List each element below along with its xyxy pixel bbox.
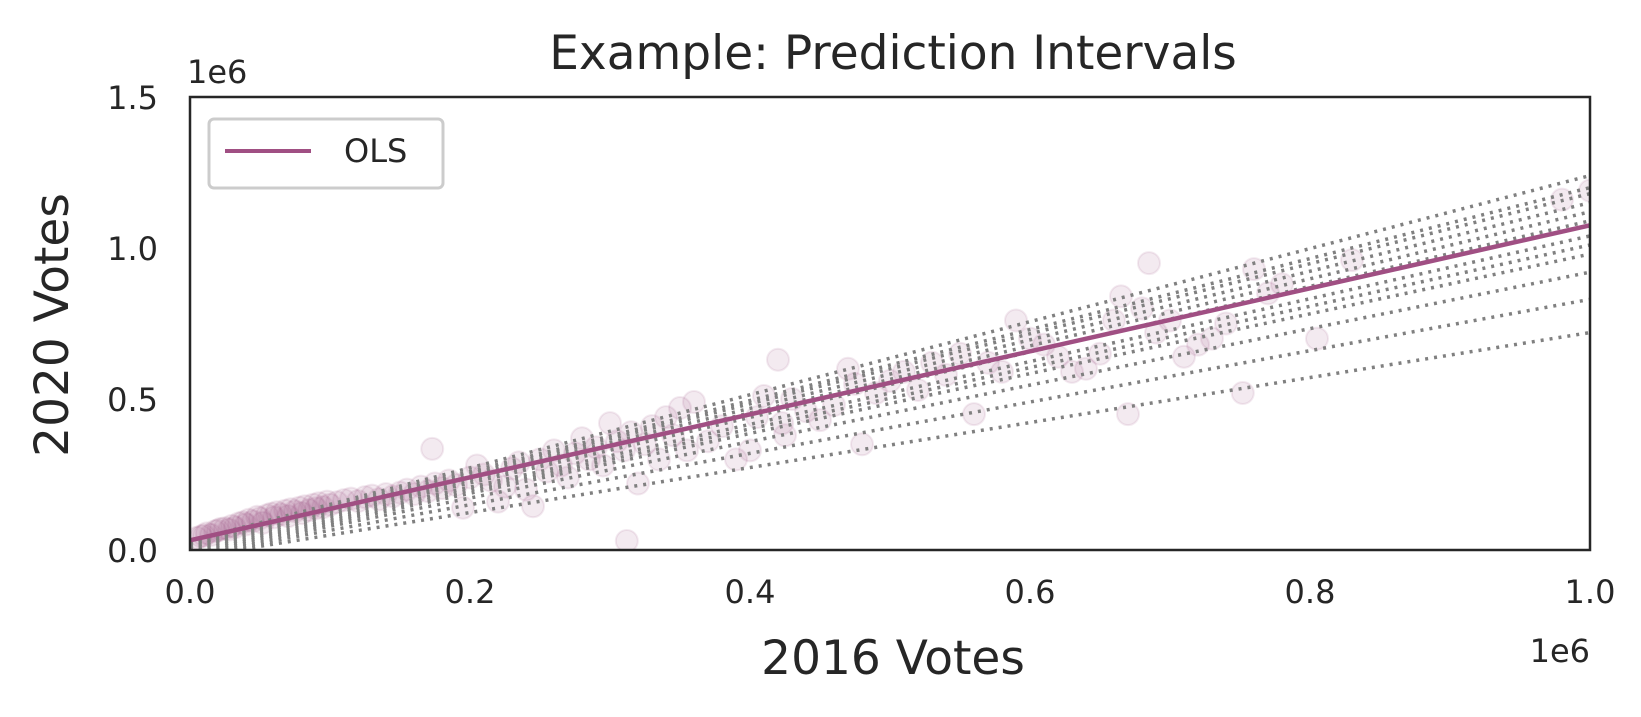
x-tick-label: 0.8 bbox=[1285, 573, 1336, 611]
ols-line bbox=[190, 223, 1590, 543]
x-tick-label: 0.2 bbox=[445, 573, 496, 611]
scatter-point bbox=[614, 528, 639, 550]
scatter-point bbox=[1102, 308, 1126, 333]
y-axis-label: 2020 Votes bbox=[25, 193, 80, 457]
y-tick-label: 1.5 bbox=[107, 79, 158, 117]
scatter-point bbox=[1137, 251, 1161, 276]
scatter-point bbox=[906, 377, 930, 402]
scatter-point bbox=[1186, 332, 1210, 357]
prediction-interval-line bbox=[190, 243, 1590, 550]
plot-frame bbox=[188, 95, 1592, 552]
prediction-interval-line bbox=[213, 297, 1590, 550]
scatter-point bbox=[1088, 341, 1112, 366]
scatter-point bbox=[626, 471, 650, 496]
scatter-point bbox=[521, 494, 545, 519]
x-tick-label: 0.4 bbox=[725, 573, 776, 611]
legend-frame bbox=[207, 117, 445, 190]
prediction-interval-line bbox=[195, 252, 1590, 550]
prediction-interval-line bbox=[190, 191, 1590, 546]
x-tick-label: 0.0 bbox=[165, 573, 216, 611]
scatter-point bbox=[420, 436, 445, 461]
prediction-interval-line bbox=[225, 330, 1590, 550]
scatter-point bbox=[1230, 380, 1255, 405]
x-tick-label: 1.0 bbox=[1565, 573, 1616, 611]
plot-layer bbox=[190, 173, 1590, 550]
legend-label-ols: OLS bbox=[344, 132, 407, 170]
prediction-interval-line bbox=[190, 173, 1590, 543]
scatter-point bbox=[1004, 308, 1028, 333]
y-tick-label: 0.5 bbox=[107, 381, 158, 419]
y-axis-offset-label: 1e6 bbox=[187, 53, 247, 91]
chart-title: Example: Prediction Intervals bbox=[549, 26, 1237, 81]
axes-layer: 0.0 0.2 0.4 0.6 0.8 1.0 0.0 0.5 1.0 1.5 bbox=[107, 79, 1615, 611]
prediction-interval-line bbox=[190, 201, 1590, 548]
y-tick-label: 1.0 bbox=[107, 230, 158, 268]
scatter-point bbox=[675, 438, 699, 463]
scatter-point bbox=[948, 341, 972, 366]
scatter-point bbox=[1109, 284, 1133, 309]
x-axis-label: 2016 Votes bbox=[761, 631, 1025, 686]
scatter-point bbox=[738, 438, 762, 463]
scatter-point bbox=[773, 423, 797, 448]
prediction-interval-line bbox=[190, 219, 1590, 550]
prediction-interval-line bbox=[190, 234, 1590, 550]
scatter-point bbox=[752, 383, 776, 408]
scatter-point bbox=[1116, 402, 1140, 427]
legend: OLS bbox=[207, 117, 445, 190]
prediction-interval-line bbox=[203, 270, 1590, 550]
scatter-point bbox=[962, 402, 986, 427]
prediction-interval-line bbox=[190, 210, 1590, 549]
scatter-point bbox=[766, 347, 790, 372]
prediction-interval-line bbox=[190, 185, 1590, 545]
x-tick-label: 0.6 bbox=[1005, 573, 1056, 611]
scatter-point bbox=[598, 411, 622, 436]
scatter-point bbox=[1060, 359, 1084, 384]
scatter-point bbox=[850, 432, 874, 457]
y-tick-label: 0.0 bbox=[107, 532, 158, 570]
x-axis-offset-label: 1e6 bbox=[1530, 632, 1590, 670]
scatter-point bbox=[682, 390, 706, 415]
